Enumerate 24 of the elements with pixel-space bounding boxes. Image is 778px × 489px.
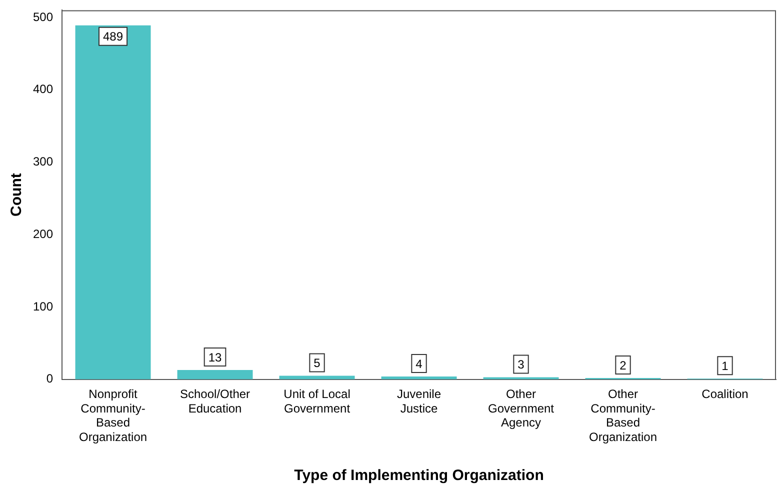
y-axis-title: Count xyxy=(8,173,26,216)
x-tick-label: Juvenile Justice xyxy=(396,386,442,416)
data-label: 5 xyxy=(314,356,321,370)
x-tick-label: Unit of Local Government xyxy=(284,386,351,416)
data-label: 3 xyxy=(518,358,525,372)
bar xyxy=(177,370,253,380)
x-tick-label: School/Other Education xyxy=(180,386,250,416)
x-axis-title: Type of Implementing Organization xyxy=(294,467,544,484)
x-tick-label: Other Government Agency xyxy=(488,386,555,430)
y-tick-label: 500 xyxy=(32,10,54,24)
y-tick-label: 400 xyxy=(32,82,54,96)
data-label: 489 xyxy=(103,30,124,44)
y-tick-label: 100 xyxy=(32,299,54,314)
y-tick-label: 200 xyxy=(32,226,54,241)
y-tick-label: 300 xyxy=(32,154,54,169)
x-tick-label: Nonprofit Community-Based Organization xyxy=(78,386,148,444)
y-tick-label: 0 xyxy=(46,372,54,386)
data-label: 2 xyxy=(620,358,627,372)
data-label: 4 xyxy=(416,356,423,371)
data-label: 1 xyxy=(722,358,729,373)
x-tick-label: Coalition xyxy=(702,386,748,401)
data-label: 13 xyxy=(208,350,222,364)
x-tick-label: Other Community-Based Organization xyxy=(588,386,658,444)
bar xyxy=(75,25,151,380)
